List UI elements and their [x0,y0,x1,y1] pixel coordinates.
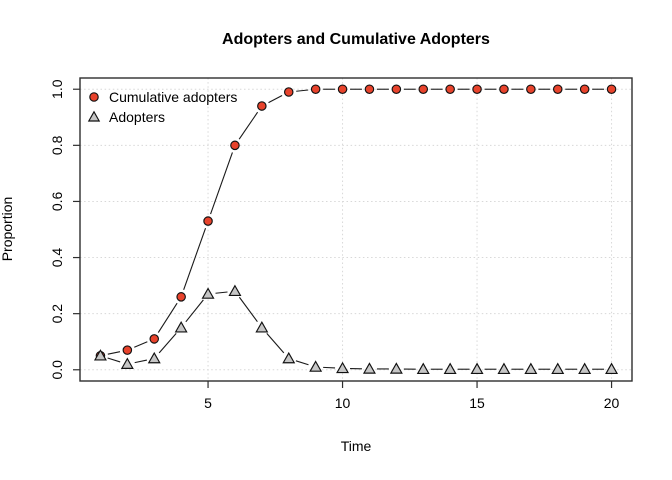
data-point-circle [122,345,133,355]
data-point-circle [364,84,375,94]
data-point-triangle [443,362,457,374]
data-point-circle [445,84,455,94]
data-point-triangle [497,362,511,374]
chart-title: Adopters and Cumulative Adopters [222,31,490,48]
data-point-triangle [362,362,376,374]
data-point-triangle [255,321,269,333]
data-point-circle [391,84,402,94]
legend-item-cumulative: Cumulative adopters [86,87,237,107]
data-point-triangle [93,349,107,361]
series-segment [296,89,309,92]
x-tick-label: 15 [469,395,485,411]
legend: Cumulative adopters Adopters [86,87,237,127]
series-segment [134,359,148,364]
series-segment [134,341,148,348]
data-point-triangle [336,361,350,374]
data-point-circle [418,84,429,94]
data-point-triangle [174,321,188,333]
data-point-circle [230,140,240,151]
legend-item-adopters: Adopters [86,107,237,127]
x-tick-label: 20 [604,395,620,411]
series-segment [210,152,233,215]
y-tick-label: 0.2 [49,304,65,324]
data-point-circle [257,101,267,111]
series-segment [107,351,121,355]
legend-marker-circle-icon [89,92,99,102]
series-segment [238,296,258,322]
series-segment [158,332,177,354]
y-tick-label: 0.8 [49,135,65,155]
y-tick-label: 0.6 [49,192,65,212]
series-segment [238,111,259,140]
series-segment [157,302,178,333]
data-point-circle [310,84,321,94]
data-point-triangle [201,287,215,299]
x-axis-label: Time [340,438,372,454]
data-point-circle [526,84,536,94]
data-point-triangle [228,284,242,296]
data-point-circle [552,84,563,94]
series-segment [266,332,285,354]
y-tick-label: 0.4 [49,248,65,268]
legend-label-cumulative: Cumulative adopters [109,89,238,105]
data-point-circle [203,216,213,226]
series-segment [295,360,309,366]
data-point-circle [149,334,160,344]
data-point-triangle [470,362,484,374]
series-segment [323,366,336,369]
series-segment [215,291,228,294]
x-tick-label: 5 [204,395,212,411]
data-point-circle [176,292,186,302]
series-segment [185,299,204,323]
data-point-triangle [416,362,430,374]
y-tick-label: 0.0 [49,360,65,380]
data-point-triangle [605,362,619,374]
data-point-circle [579,84,590,94]
data-point-circle [337,84,348,94]
series-segment [183,227,207,290]
data-point-circle [499,84,509,94]
data-point-triangle [524,362,538,374]
data-point-triangle [282,351,296,364]
data-point-circle [606,84,617,94]
data-point-triangle [147,351,161,364]
data-point-triangle [120,357,134,369]
data-point-triangle [578,362,592,374]
legend-marker-triangle-icon [87,110,101,122]
data-point-circle [283,87,294,97]
legend-label-adopters: Adopters [109,109,166,125]
y-tick-label: 1.0 [49,79,65,99]
plot-box [79,77,633,382]
series-segment [268,95,283,104]
data-point-triangle [389,362,403,374]
data-point-triangle [551,362,565,374]
data-point-triangle [309,360,323,372]
x-tick-label: 10 [335,395,351,411]
data-point-circle [472,84,482,94]
series-segment [107,357,121,363]
